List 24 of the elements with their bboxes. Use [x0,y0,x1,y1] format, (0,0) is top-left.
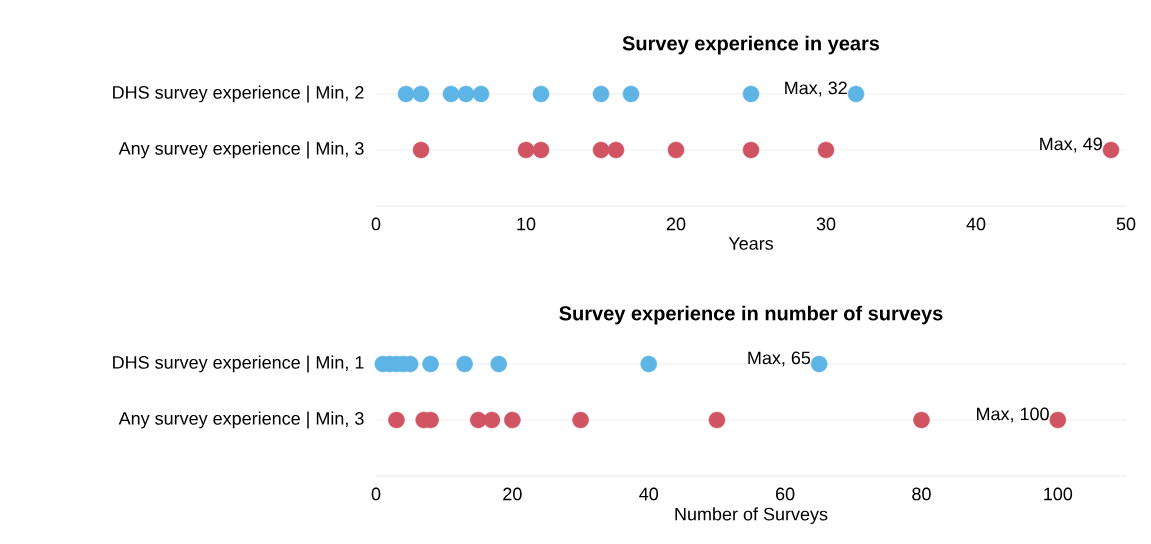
x-tick-label: 50 [1116,217,1136,231]
x-axis-title: Number of Surveys [675,507,828,525]
x-axis-title: Years [728,237,774,250]
x-tick-label: 10 [517,217,536,231]
x-tick-label: 40 [966,217,986,231]
x-tick-label: 60 [776,487,795,501]
x-tick-label: 30 [816,217,836,231]
y-tick-label: DHS survey experience | Min, 1 [113,355,364,373]
x-tick-label: 20 [503,487,522,501]
annotation: Max, 49 [1040,137,1102,153]
x-tick-label: 40 [639,487,659,501]
chart-title: Survey experience in number of surveys [559,305,943,325]
chart-title: Survey experience in years [622,35,880,55]
x-tick-label: 80 [912,487,931,501]
x-tick-label: 20 [666,217,686,231]
annotation: Max, 32 [785,81,847,97]
x-tick-label: 100 [1044,487,1073,501]
x-tick-label: 0 [371,217,381,231]
annotation: Max, 100 [977,407,1049,423]
y-tick-label: Any survey experience | Min, 3 [118,411,364,429]
x-tick-label: 0 [371,487,381,501]
y-tick-label: Any survey experience | Min, 3 [118,141,364,159]
annotation: Max, 65 [748,351,811,367]
y-tick-label: DHS survey experience | Min, 2 [113,85,364,103]
